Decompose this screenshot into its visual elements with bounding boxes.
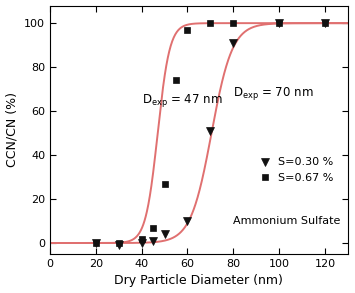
Line: S=0.30 %: S=0.30 %	[92, 19, 329, 249]
S=0.67 %	[277, 21, 281, 25]
S=0.67 %	[151, 226, 155, 229]
S=0.67 %	[116, 241, 121, 245]
S=0.30 %	[277, 21, 281, 25]
Y-axis label: CCN/CN (%): CCN/CN (%)	[6, 92, 18, 167]
S=0.67 %	[94, 241, 98, 245]
Legend: S=0.30 %, S=0.67 %: S=0.30 %, S=0.67 %	[256, 154, 337, 186]
S=0.67 %	[140, 237, 144, 240]
S=0.30 %	[185, 219, 190, 223]
S=0.67 %	[323, 21, 327, 25]
S=0.67 %	[208, 21, 213, 25]
Line: S=0.67 %: S=0.67 %	[92, 20, 328, 246]
Text: D$_{\rm exp}$ = 47 nm: D$_{\rm exp}$ = 47 nm	[142, 92, 222, 109]
S=0.67 %	[174, 79, 178, 82]
S=0.30 %	[231, 41, 235, 45]
S=0.30 %	[140, 241, 144, 245]
S=0.30 %	[151, 239, 155, 243]
S=0.30 %	[323, 21, 327, 25]
S=0.30 %	[94, 241, 98, 245]
X-axis label: Dry Particle Diameter (nm): Dry Particle Diameter (nm)	[115, 275, 283, 287]
S=0.30 %	[208, 129, 213, 133]
S=0.67 %	[185, 28, 190, 32]
S=0.30 %	[116, 243, 121, 247]
Text: D$_{\rm exp}$ = 70 nm: D$_{\rm exp}$ = 70 nm	[233, 85, 314, 102]
Text: Ammonium Sulfate: Ammonium Sulfate	[233, 216, 341, 226]
S=0.67 %	[163, 182, 167, 185]
S=0.30 %	[163, 232, 167, 236]
S=0.67 %	[231, 21, 235, 25]
